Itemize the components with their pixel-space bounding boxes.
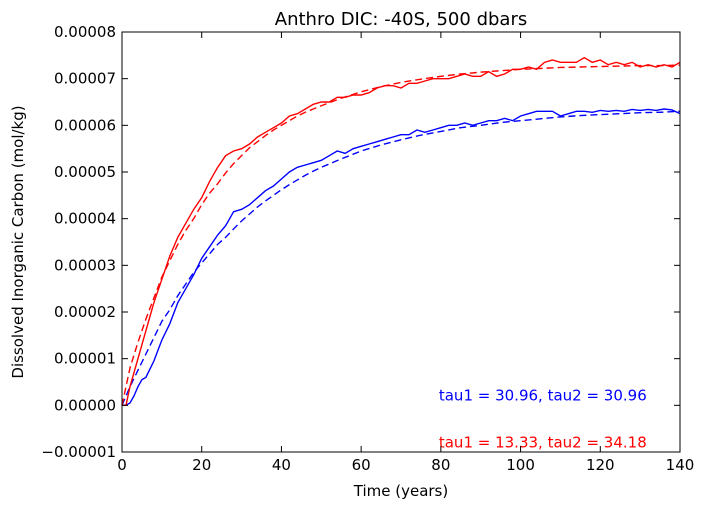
y-axis-label: Dissolved Inorganic Carbon (mol/kg): [9, 105, 27, 378]
annotation-1: tau1 = 30.96, tau2 = 30.96: [439, 387, 647, 405]
y-tick-label: 0.00003: [54, 256, 116, 274]
series-line-1-solid: [122, 108, 681, 407]
plot-frame: [121, 31, 681, 453]
annotations: tau1 = 30.96, tau2 = 30.96 tau1 = 13.33, …: [439, 387, 647, 452]
x-tick-label: 140: [666, 456, 695, 474]
y-tick-label: 0.00008: [54, 23, 116, 41]
x-tick-label: 0: [117, 456, 127, 474]
x-tick-label: 120: [586, 456, 615, 474]
y-tick-label: 0.00004: [54, 210, 116, 228]
y-tick-label: 0.00006: [54, 116, 116, 134]
series-layer: [121, 56, 681, 407]
y-tick-label: 0.00007: [54, 70, 116, 88]
y-tick-label: 0.00000: [54, 396, 116, 414]
annotation-2: tau1 = 13.33, tau2 = 34.18: [439, 433, 647, 451]
x-tick-label: 40: [272, 456, 291, 474]
x-axis-label: Time (years): [353, 482, 448, 500]
x-tick-label: 20: [192, 456, 211, 474]
chart-title: Anthro DIC: -40S, 500 dbars: [275, 9, 527, 30]
x-tick-label: 60: [352, 456, 371, 474]
x-tick-label: 80: [431, 456, 450, 474]
y-tick-label: 0.00002: [54, 303, 116, 321]
series-line-3-solid: [122, 56, 681, 407]
series-line-2-dashed: [121, 110, 681, 406]
y-tick-label: 0.00005: [54, 163, 116, 181]
x-tick-label: 100: [506, 456, 535, 474]
series-line-4-dashed: [121, 64, 681, 406]
y-tick-label: −0.00001: [41, 443, 116, 461]
y-tick-label: 0.00001: [54, 350, 116, 368]
axis-ticks: 0 20 40 60 80 100 120 140 −0.00001 0.00000 0.00001…: [41, 23, 694, 474]
